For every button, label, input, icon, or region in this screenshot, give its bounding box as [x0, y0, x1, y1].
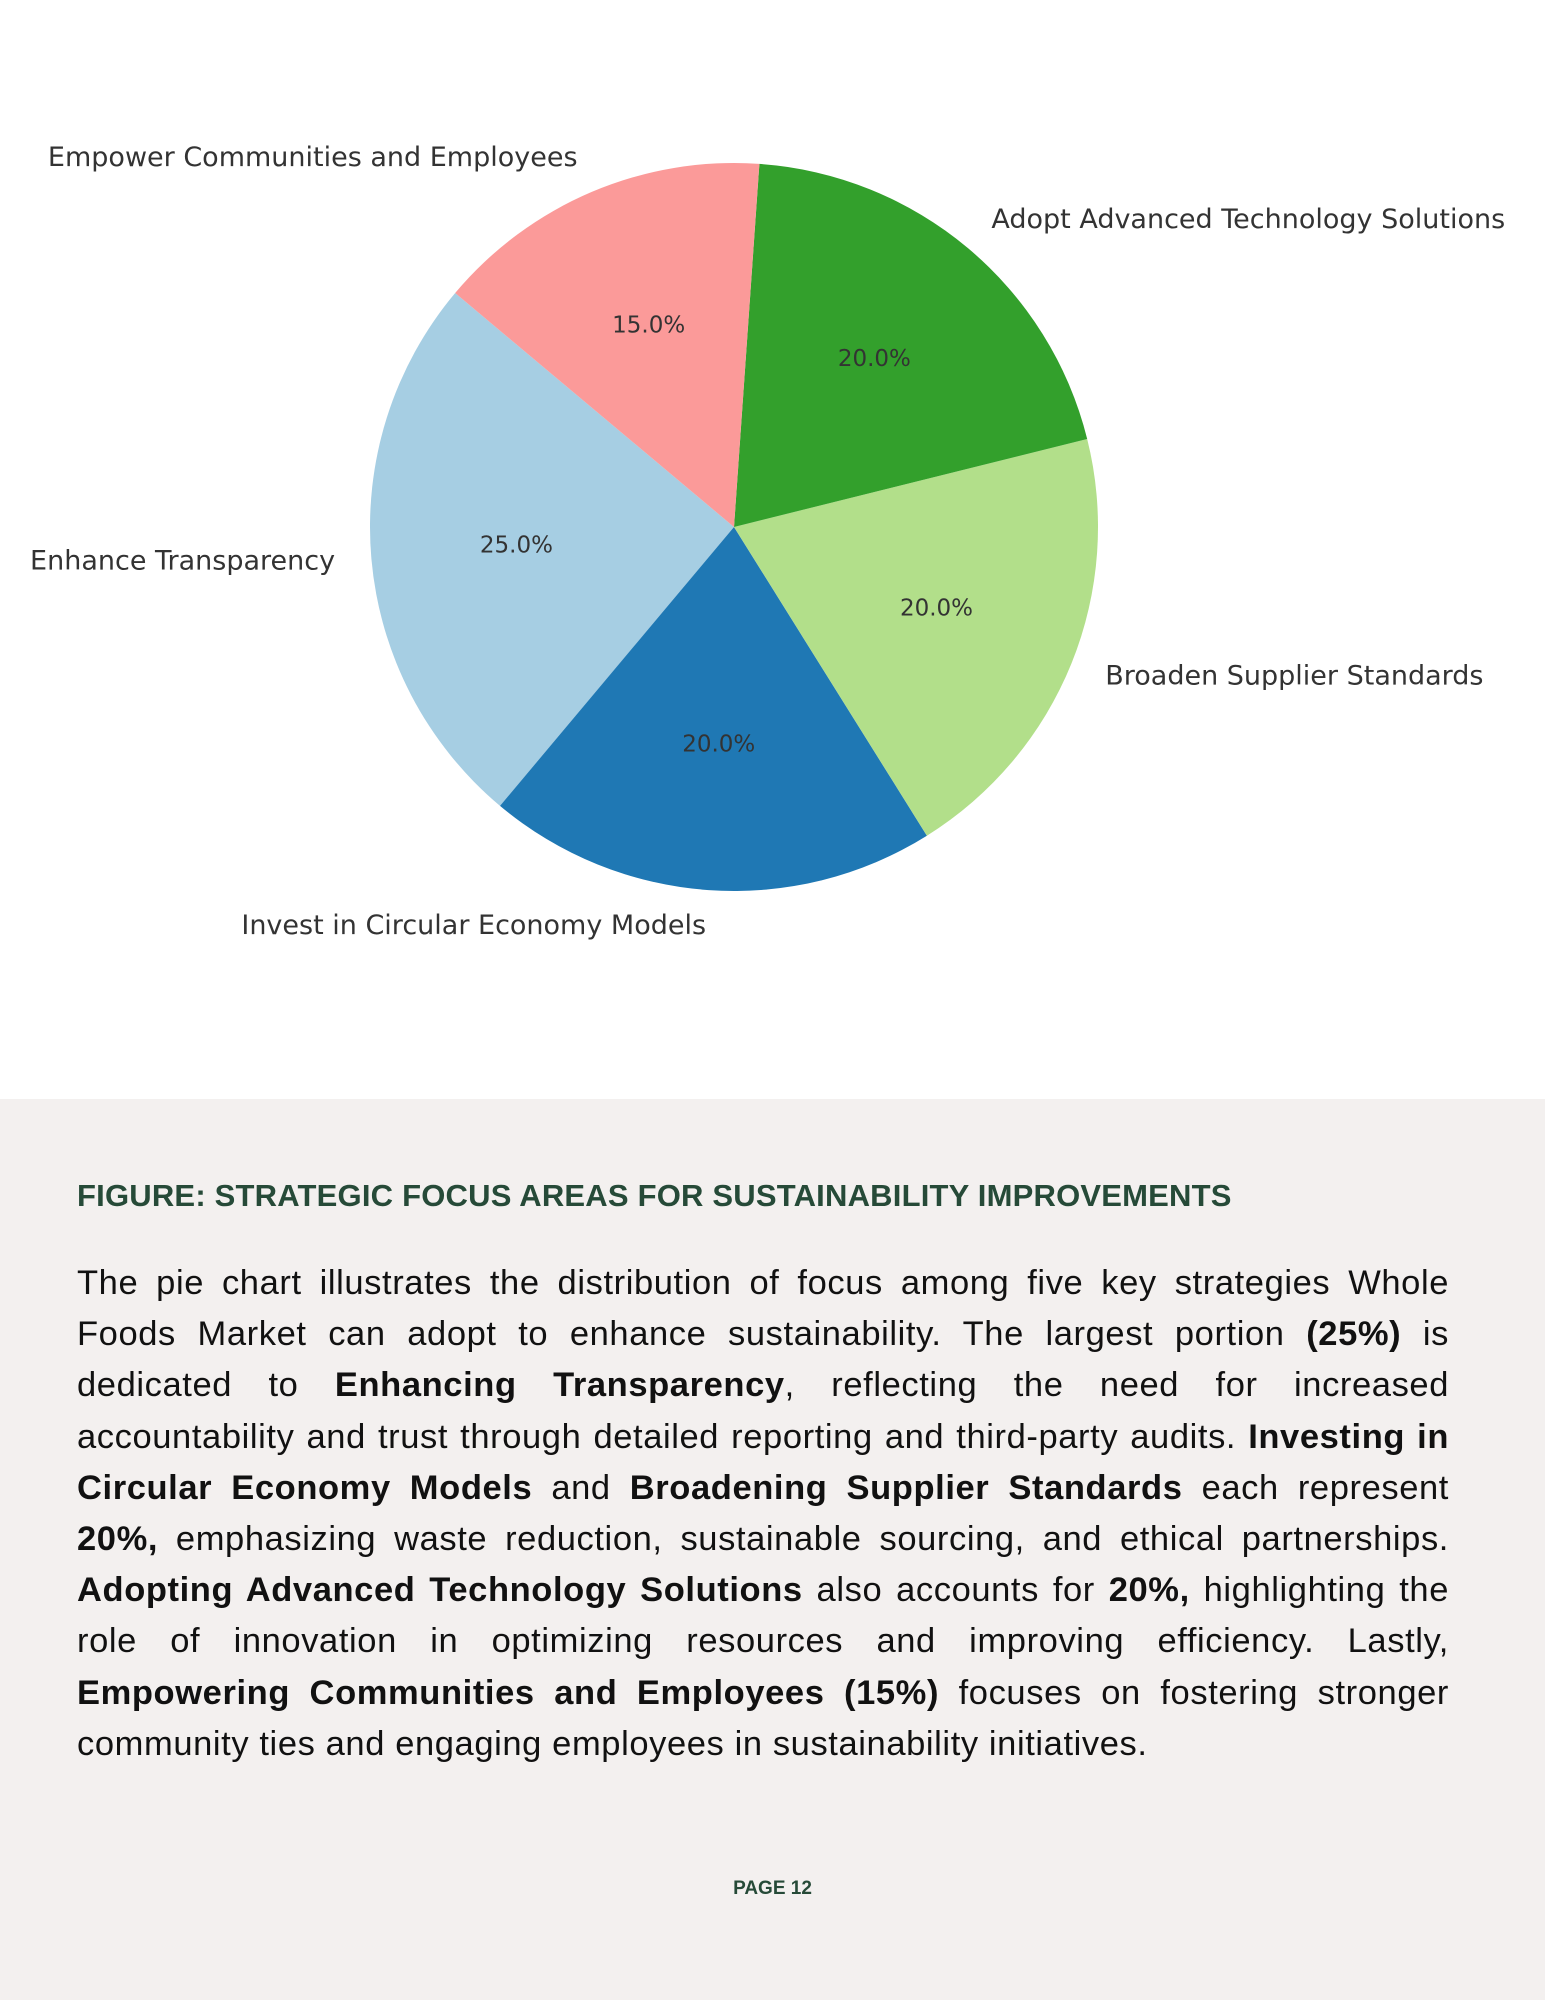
slice-percent-label: 20.0%	[682, 731, 755, 757]
slice-percent-label: 20.0%	[838, 346, 911, 372]
body-text: , reflecting the need for increased acco…	[77, 1366, 1450, 1456]
emphasis-text: Adopting Advanced Technology Solutions	[77, 1571, 803, 1610]
pie-slice	[500, 527, 927, 891]
slice-label: Empower Communities and Employees	[48, 142, 578, 173]
body-text: focuses on fostering stronger community …	[77, 1673, 1449, 1763]
pie-slice	[734, 163, 1088, 527]
slice-label: Adopt Advanced Technology Solutions	[991, 204, 1505, 235]
caption-panel	[0, 1099, 1545, 2000]
emphasis-text: (25%)	[1306, 1315, 1402, 1354]
figure-description: The pie chart illustrates the distributi…	[77, 1258, 1449, 1770]
emphasis-text: Broadening Supplier Standards	[629, 1468, 1183, 1507]
pie-slice	[369, 293, 734, 806]
pie-slice	[734, 438, 1098, 836]
pie-slice	[455, 163, 760, 527]
body-text: is dedicated to	[77, 1315, 1449, 1405]
emphasis-text: 20%,	[1108, 1571, 1190, 1610]
emphasis-text: Enhancing Transparency	[334, 1366, 785, 1405]
slice-label: Invest in Circular Economy Models	[241, 910, 706, 941]
body-text: each represent	[1182, 1468, 1449, 1507]
slice-percent-label: 15.0%	[612, 312, 685, 338]
slice-label: Broaden Supplier Standards	[1105, 660, 1483, 691]
emphasis-text: 20%,	[77, 1520, 159, 1559]
body-text: and	[532, 1468, 630, 1507]
body-text: highlighting the role of innovation in o…	[77, 1571, 1449, 1661]
emphasis-text: Investing in Circular Economy Models	[77, 1417, 1449, 1507]
page-number: PAGE 12	[733, 1878, 812, 1899]
body-text: The pie chart illustrates the distributi…	[77, 1264, 1449, 1354]
figure-title: FIGURE: STRATEGIC FOCUS AREAS FOR SUSTAI…	[77, 1178, 1232, 1213]
slice-label: Enhance Transparency	[30, 545, 335, 576]
slice-percent-label: 20.0%	[900, 595, 973, 621]
slice-percent-label: 25.0%	[480, 533, 553, 559]
pie-chart: Enhance Transparency 25.0% Invest in Circu…	[30, 142, 1505, 941]
body-text: emphasizing waste reduction, sustainable…	[158, 1520, 1449, 1559]
emphasis-text: Empowering Communities and Employees (15…	[77, 1673, 940, 1712]
body-text: also accounts for	[802, 1571, 1109, 1610]
